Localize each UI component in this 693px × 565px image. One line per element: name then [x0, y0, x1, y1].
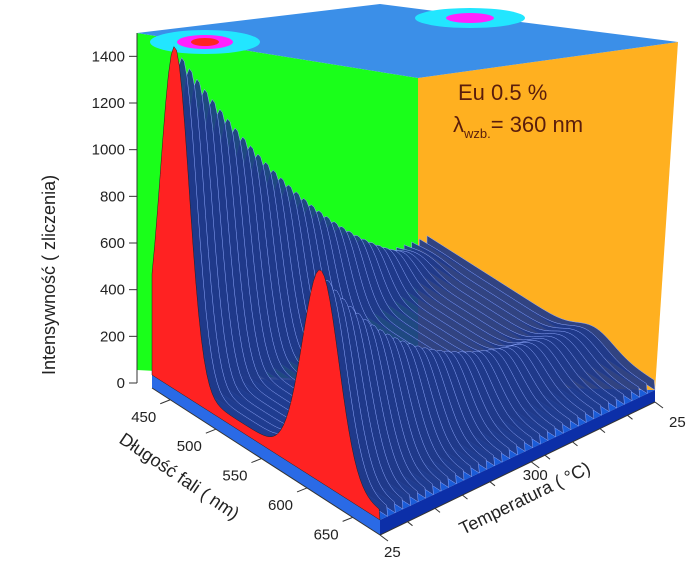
- temperature-minor-tick-3: [462, 494, 468, 500]
- temperature-minor-tick-1: [407, 521, 413, 527]
- z-tick-label-1: 200: [100, 328, 125, 345]
- top-blob-2: [191, 38, 219, 46]
- z-tick-label-6: 1200: [92, 95, 125, 112]
- temperature-minor-tick-9: [627, 414, 633, 420]
- annotation-symbol: λ: [453, 112, 464, 137]
- temperature-minor-tick-8: [599, 428, 606, 433]
- surface-slice-0: [151, 46, 381, 521]
- temperature-minor-tick-6: [544, 454, 551, 460]
- wavelength-tick-3: [296, 487, 308, 493]
- wavelength-tick-label-2: 550: [222, 468, 247, 485]
- annotation-subscript: wzb.: [463, 126, 491, 141]
- z-tick-label-4: 800: [100, 188, 125, 205]
- z-tick-label-0: 0: [117, 375, 125, 392]
- z-tick-label-3: 600: [100, 235, 125, 252]
- wavelength-tick-label-3: 600: [268, 497, 293, 514]
- wavelength-tick-1: [205, 428, 217, 434]
- temperature-tick-label-2: 25: [669, 414, 686, 431]
- temperature-tick-0: [379, 534, 389, 542]
- temperature-axis-line: [379, 401, 656, 536]
- top-blob-4: [446, 13, 494, 23]
- wavelength-tick-4: [342, 516, 353, 522]
- temperature-minor-tick-7: [572, 441, 578, 447]
- wavelength-tick-label-0: 450: [131, 409, 156, 426]
- annotation-excitation: λwzb.= 360 nm: [453, 112, 583, 141]
- top-face: [137, 4, 678, 78]
- wavelength-tick-2: [251, 458, 262, 464]
- annotation-sample: Eu 0.5 %: [458, 80, 547, 105]
- wavelength-tick-label-4: 650: [314, 526, 339, 543]
- surface: [151, 46, 656, 521]
- temperature-minor-tick-2: [434, 508, 441, 513]
- wavelength-tick-0: [160, 399, 171, 405]
- wavelength-axis-line: [151, 387, 381, 536]
- z-tick-label-2: 400: [100, 282, 125, 299]
- temperature-tick-1: [530, 461, 540, 469]
- temperature-tick-2: [654, 401, 664, 409]
- annotation-value: = 360 nm: [491, 112, 583, 137]
- wavelength-tick-label-1: 500: [177, 438, 202, 455]
- temperature-tick-label-1: 300: [523, 467, 548, 484]
- floor-front-right: [380, 390, 655, 535]
- annotation: Eu 0.5 % λwzb.= 360 nm: [453, 80, 583, 141]
- z-tick-label-7: 1400: [92, 48, 125, 65]
- temperature-tick-label-0: 25: [384, 544, 401, 561]
- z-tick-label-5: 1000: [92, 142, 125, 159]
- z-axis: 0 200 400 600 800 1000 1200 1400: [92, 33, 138, 392]
- wavelength-axis: 450 500 550 600 650: [131, 387, 381, 543]
- z-axis-title: Intensywność ( zliczenia): [39, 175, 59, 375]
- temperature-axis: 25 300 25: [379, 401, 686, 561]
- floor-front-left: [152, 375, 380, 535]
- top-heatmap-blobs: [150, 8, 525, 54]
- temperature-minor-tick-4: [489, 481, 496, 487]
